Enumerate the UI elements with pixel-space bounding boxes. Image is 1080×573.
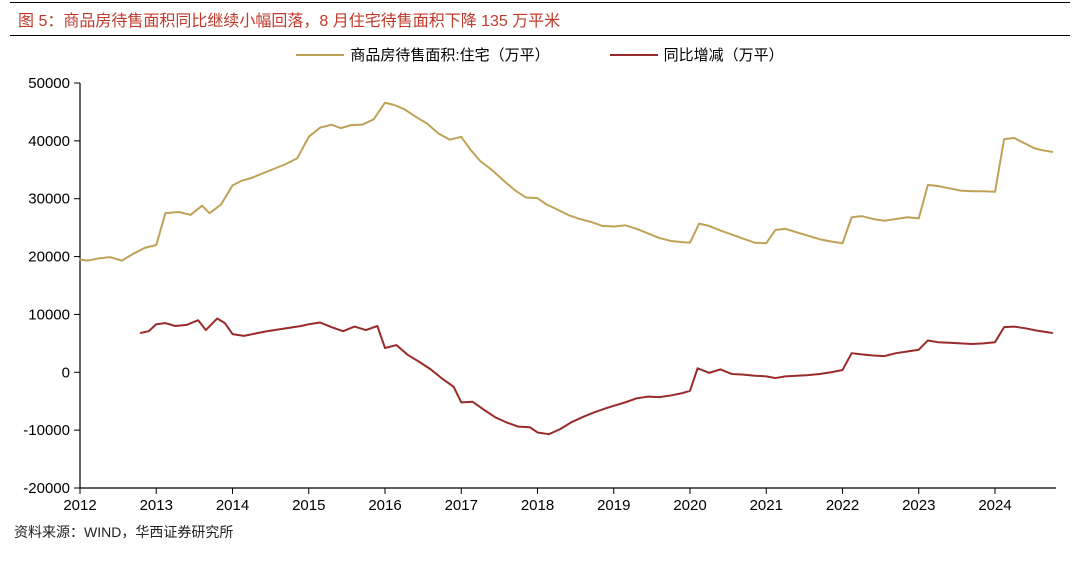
- svg-text:20000: 20000: [28, 249, 70, 266]
- svg-text:2017: 2017: [445, 497, 478, 514]
- svg-text:40000: 40000: [28, 133, 70, 150]
- svg-text:2015: 2015: [292, 497, 325, 514]
- svg-text:2023: 2023: [902, 497, 935, 514]
- svg-text:2021: 2021: [750, 497, 783, 514]
- legend-label: 商品房待售面积:住宅（万平）: [350, 44, 549, 65]
- chart-source-footer: 资料来源：WIND，华西证券研究所: [14, 522, 1080, 542]
- chart-title-bar: 图 5：商品房待售面积同比继续小幅回落，8 月住宅待售面积下降 135 万平米: [10, 2, 1070, 36]
- chart-area: -20000 -10000 0 10000 20000 30000 40000 50000 20…: [10, 71, 1070, 516]
- svg-text:50000: 50000: [28, 75, 70, 92]
- svg-text:2020: 2020: [673, 497, 706, 514]
- legend: 商品房待售面积:住宅（万平） 同比增减（万平）: [0, 44, 1080, 65]
- svg-text:-20000: -20000: [23, 480, 70, 497]
- chart-title: 图 5：商品房待售面积同比继续小幅回落，8 月住宅待售面积下降 135 万平米: [18, 13, 560, 30]
- series-residential_for_sale: [80, 103, 1052, 261]
- legend-swatch: [296, 54, 344, 56]
- line-chart: -20000 -10000 0 10000 20000 30000 40000 50000 20…: [10, 71, 1070, 516]
- svg-text:2018: 2018: [521, 497, 554, 514]
- legend-swatch: [610, 54, 658, 56]
- svg-text:10000: 10000: [28, 306, 70, 323]
- svg-text:30000: 30000: [28, 191, 70, 208]
- legend-item-0: 商品房待售面积:住宅（万平）: [296, 44, 549, 65]
- svg-text:2012: 2012: [63, 497, 96, 514]
- legend-item-1: 同比增减（万平）: [610, 44, 784, 65]
- svg-text:2022: 2022: [826, 497, 859, 514]
- svg-text:2013: 2013: [140, 497, 173, 514]
- legend-label: 同比增减（万平）: [664, 44, 784, 65]
- svg-text:-10000: -10000: [23, 422, 70, 439]
- svg-text:2024: 2024: [978, 497, 1011, 514]
- svg-text:0: 0: [62, 364, 70, 381]
- series-yoy_change: [141, 318, 1052, 434]
- svg-text:2019: 2019: [597, 497, 630, 514]
- svg-text:2014: 2014: [216, 497, 249, 514]
- svg-text:2016: 2016: [368, 497, 401, 514]
